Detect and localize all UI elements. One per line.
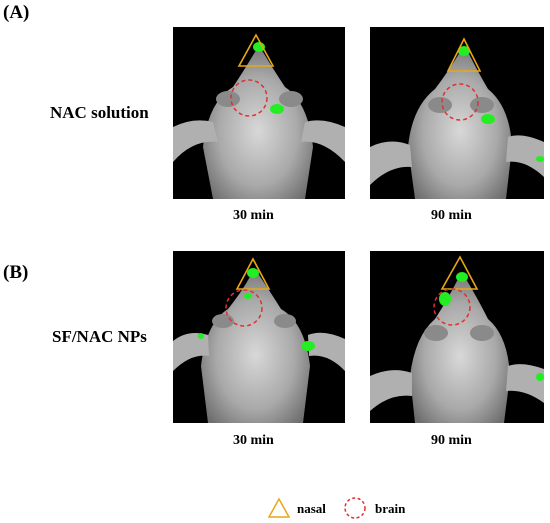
paw-fluorescence (198, 333, 204, 339)
nasal-triangle-marker (237, 33, 275, 67)
panel-a-30min-image (173, 27, 345, 199)
legend-nasal-label: nasal (297, 501, 326, 516)
brain-circle-marker (230, 79, 268, 117)
panel-b-90min-image (370, 251, 544, 423)
panel-a-label: (A) (3, 2, 30, 23)
paw-fluorescence (481, 114, 495, 124)
nasal-triangle-marker (235, 257, 271, 290)
panel-b-label: (B) (3, 262, 29, 283)
nasal-fluorescence (458, 46, 470, 56)
panel-a-30min-caption: 30 min (233, 208, 274, 223)
brain-circle-marker (225, 289, 263, 327)
brain-fluorescence (439, 292, 451, 306)
paw-fluorescence (536, 156, 544, 162)
brain-circle-marker (433, 288, 471, 326)
panel-b-30min-image (173, 251, 345, 423)
legend-brain-label: brain (375, 501, 406, 516)
panel-a-condition-label: NAC solution (50, 103, 149, 122)
brain-fluorescence (244, 293, 252, 299)
panel-b-condition-label: SF/NAC NPs (52, 327, 147, 346)
nasal-fluorescence (456, 272, 468, 282)
paw-fluorescence (301, 341, 315, 351)
panel-a-90min-image (370, 27, 544, 199)
nasal-triangle-marker (440, 255, 479, 290)
nasal-triangle-icon (268, 498, 290, 518)
panel-b-90min-caption: 90 min (431, 433, 472, 448)
brain-circle-marker (441, 83, 479, 121)
brain-circle-icon (344, 497, 366, 519)
panel-b-30min-caption: 30 min (233, 433, 274, 448)
paw-fluorescence (536, 373, 544, 381)
paw-fluorescence (270, 104, 284, 114)
nasal-fluorescence (247, 268, 259, 278)
nasal-triangle-marker (446, 37, 482, 72)
panel-a-90min-caption: 90 min (431, 208, 472, 223)
